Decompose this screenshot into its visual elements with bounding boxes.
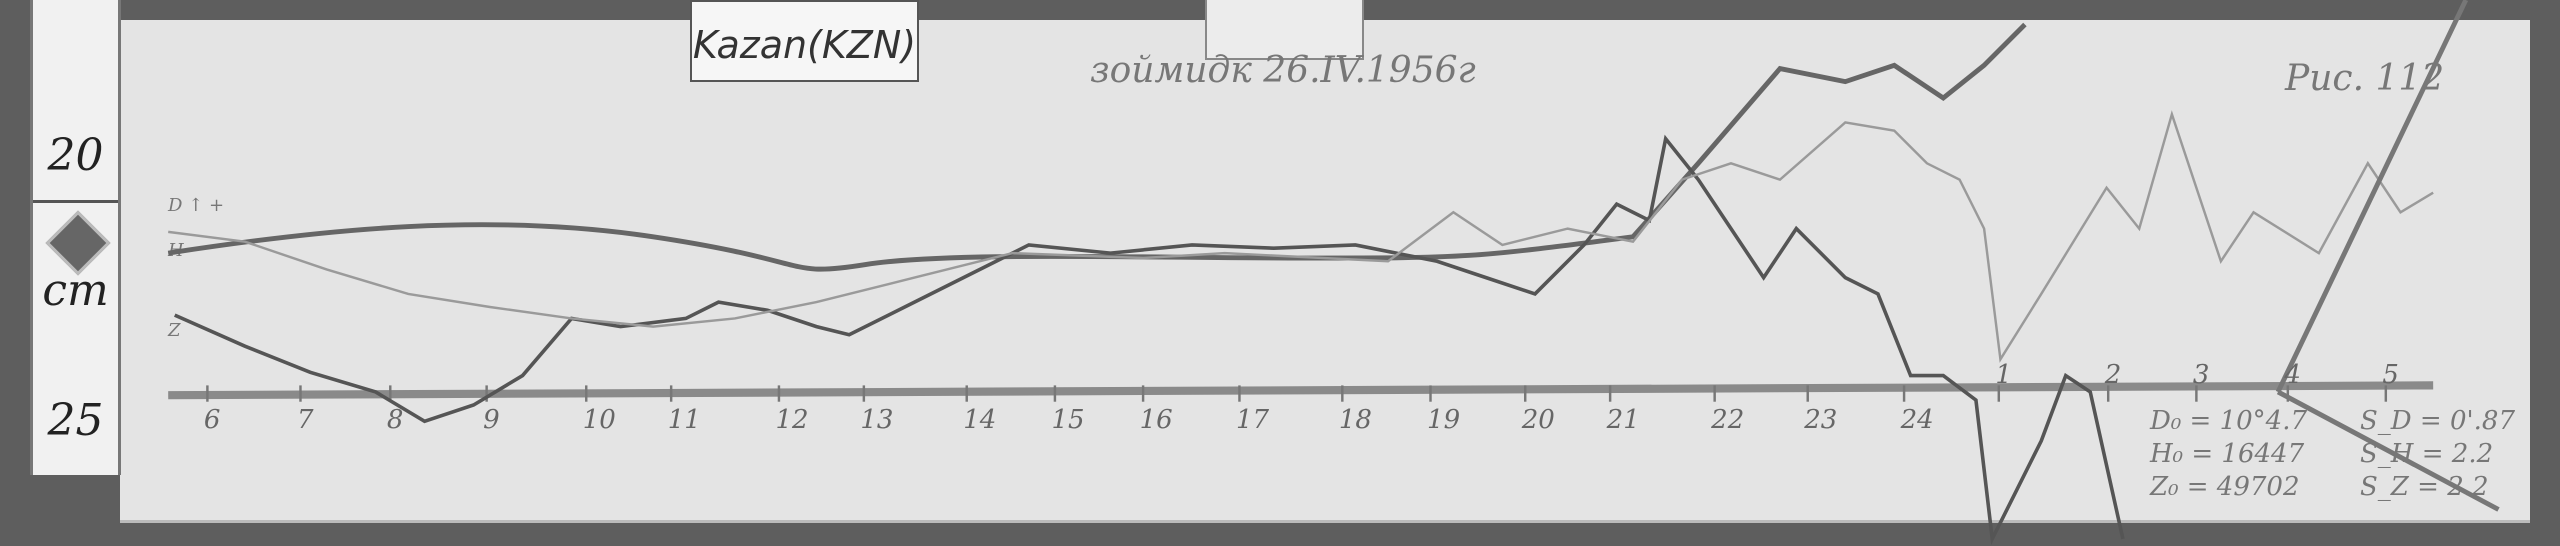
x-tick-label: 11 bbox=[667, 405, 701, 435]
x-tick-label: 20 bbox=[1521, 405, 1555, 435]
trace-z bbox=[174, 134, 2125, 546]
x-tick-label: 6 bbox=[203, 405, 221, 435]
station-label: Kazan(KZN) bbox=[690, 0, 919, 82]
x-tick-label: 10 bbox=[582, 405, 616, 435]
sheet-note: Рис. 112 bbox=[2285, 58, 2445, 99]
trace-label-z: Z bbox=[168, 320, 181, 341]
measuring-ruler: 20 cm 25 bbox=[30, 0, 121, 475]
header-note: зоймидк 26.IV.1956г bbox=[1090, 50, 1476, 91]
trace-h bbox=[167, 22, 2027, 272]
x-tick-label: 23 bbox=[1804, 405, 1838, 435]
ruler-mark-20: 20 bbox=[47, 130, 104, 181]
d0-value: D₀ = 10°4.7 bbox=[2150, 406, 2308, 436]
x-tick-label: 1 bbox=[1995, 360, 2012, 390]
ruler-unit: cm bbox=[42, 265, 109, 316]
x-tick-label: 2 bbox=[2104, 360, 2122, 390]
sz-value: S_Z = 2.2 bbox=[2360, 472, 2489, 502]
x-tick-label: 19 bbox=[1427, 405, 1461, 435]
x-tick-label: 12 bbox=[775, 405, 809, 435]
x-tick-label: 16 bbox=[1139, 405, 1173, 435]
x-tick-label: 5 bbox=[2382, 360, 2399, 390]
baseline bbox=[168, 381, 2434, 400]
ruler-mark-25: 25 bbox=[47, 395, 104, 446]
h0-value: H₀ = 16447 bbox=[2150, 439, 2305, 469]
x-tick-label: 21 bbox=[1606, 405, 1640, 435]
paper-clip bbox=[1205, 0, 1364, 60]
ruler-divider bbox=[33, 200, 118, 203]
sh-value: S_H = 2.2 bbox=[2360, 439, 2494, 469]
baseline-values-right: S_D = 0'.87 S_H = 2.2 S_Z = 2.2 bbox=[2360, 405, 2515, 504]
x-tick-label: 4 bbox=[2284, 360, 2301, 390]
magnetogram-paper bbox=[120, 20, 2530, 523]
x-tick-label: 22 bbox=[1711, 405, 1745, 435]
x-tick-label: 18 bbox=[1338, 405, 1372, 435]
x-tick-label: 14 bbox=[963, 405, 997, 435]
baseline-values-left: D₀ = 10°4.7 H₀ = 16447 Z₀ = 49702 bbox=[2150, 405, 2307, 504]
sd-value: S_D = 0'.87 bbox=[2360, 406, 2516, 436]
x-tick-label: 9 bbox=[483, 405, 500, 435]
x-tick-label: 13 bbox=[860, 405, 894, 435]
transparent-ruler-edge bbox=[2275, 0, 2500, 512]
x-tick-label: 24 bbox=[1900, 405, 1934, 435]
x-tick-label: 8 bbox=[386, 405, 404, 435]
x-tick-label: 7 bbox=[297, 405, 314, 435]
x-tick-label: 17 bbox=[1235, 405, 1270, 435]
x-tick-label: 3 bbox=[2192, 360, 2210, 390]
trace-d bbox=[168, 110, 2434, 363]
x-tick-label: 15 bbox=[1051, 405, 1085, 435]
z0-value: Z₀ = 49702 bbox=[2150, 472, 2300, 502]
trace-label-d: D ↑ + bbox=[168, 195, 225, 216]
